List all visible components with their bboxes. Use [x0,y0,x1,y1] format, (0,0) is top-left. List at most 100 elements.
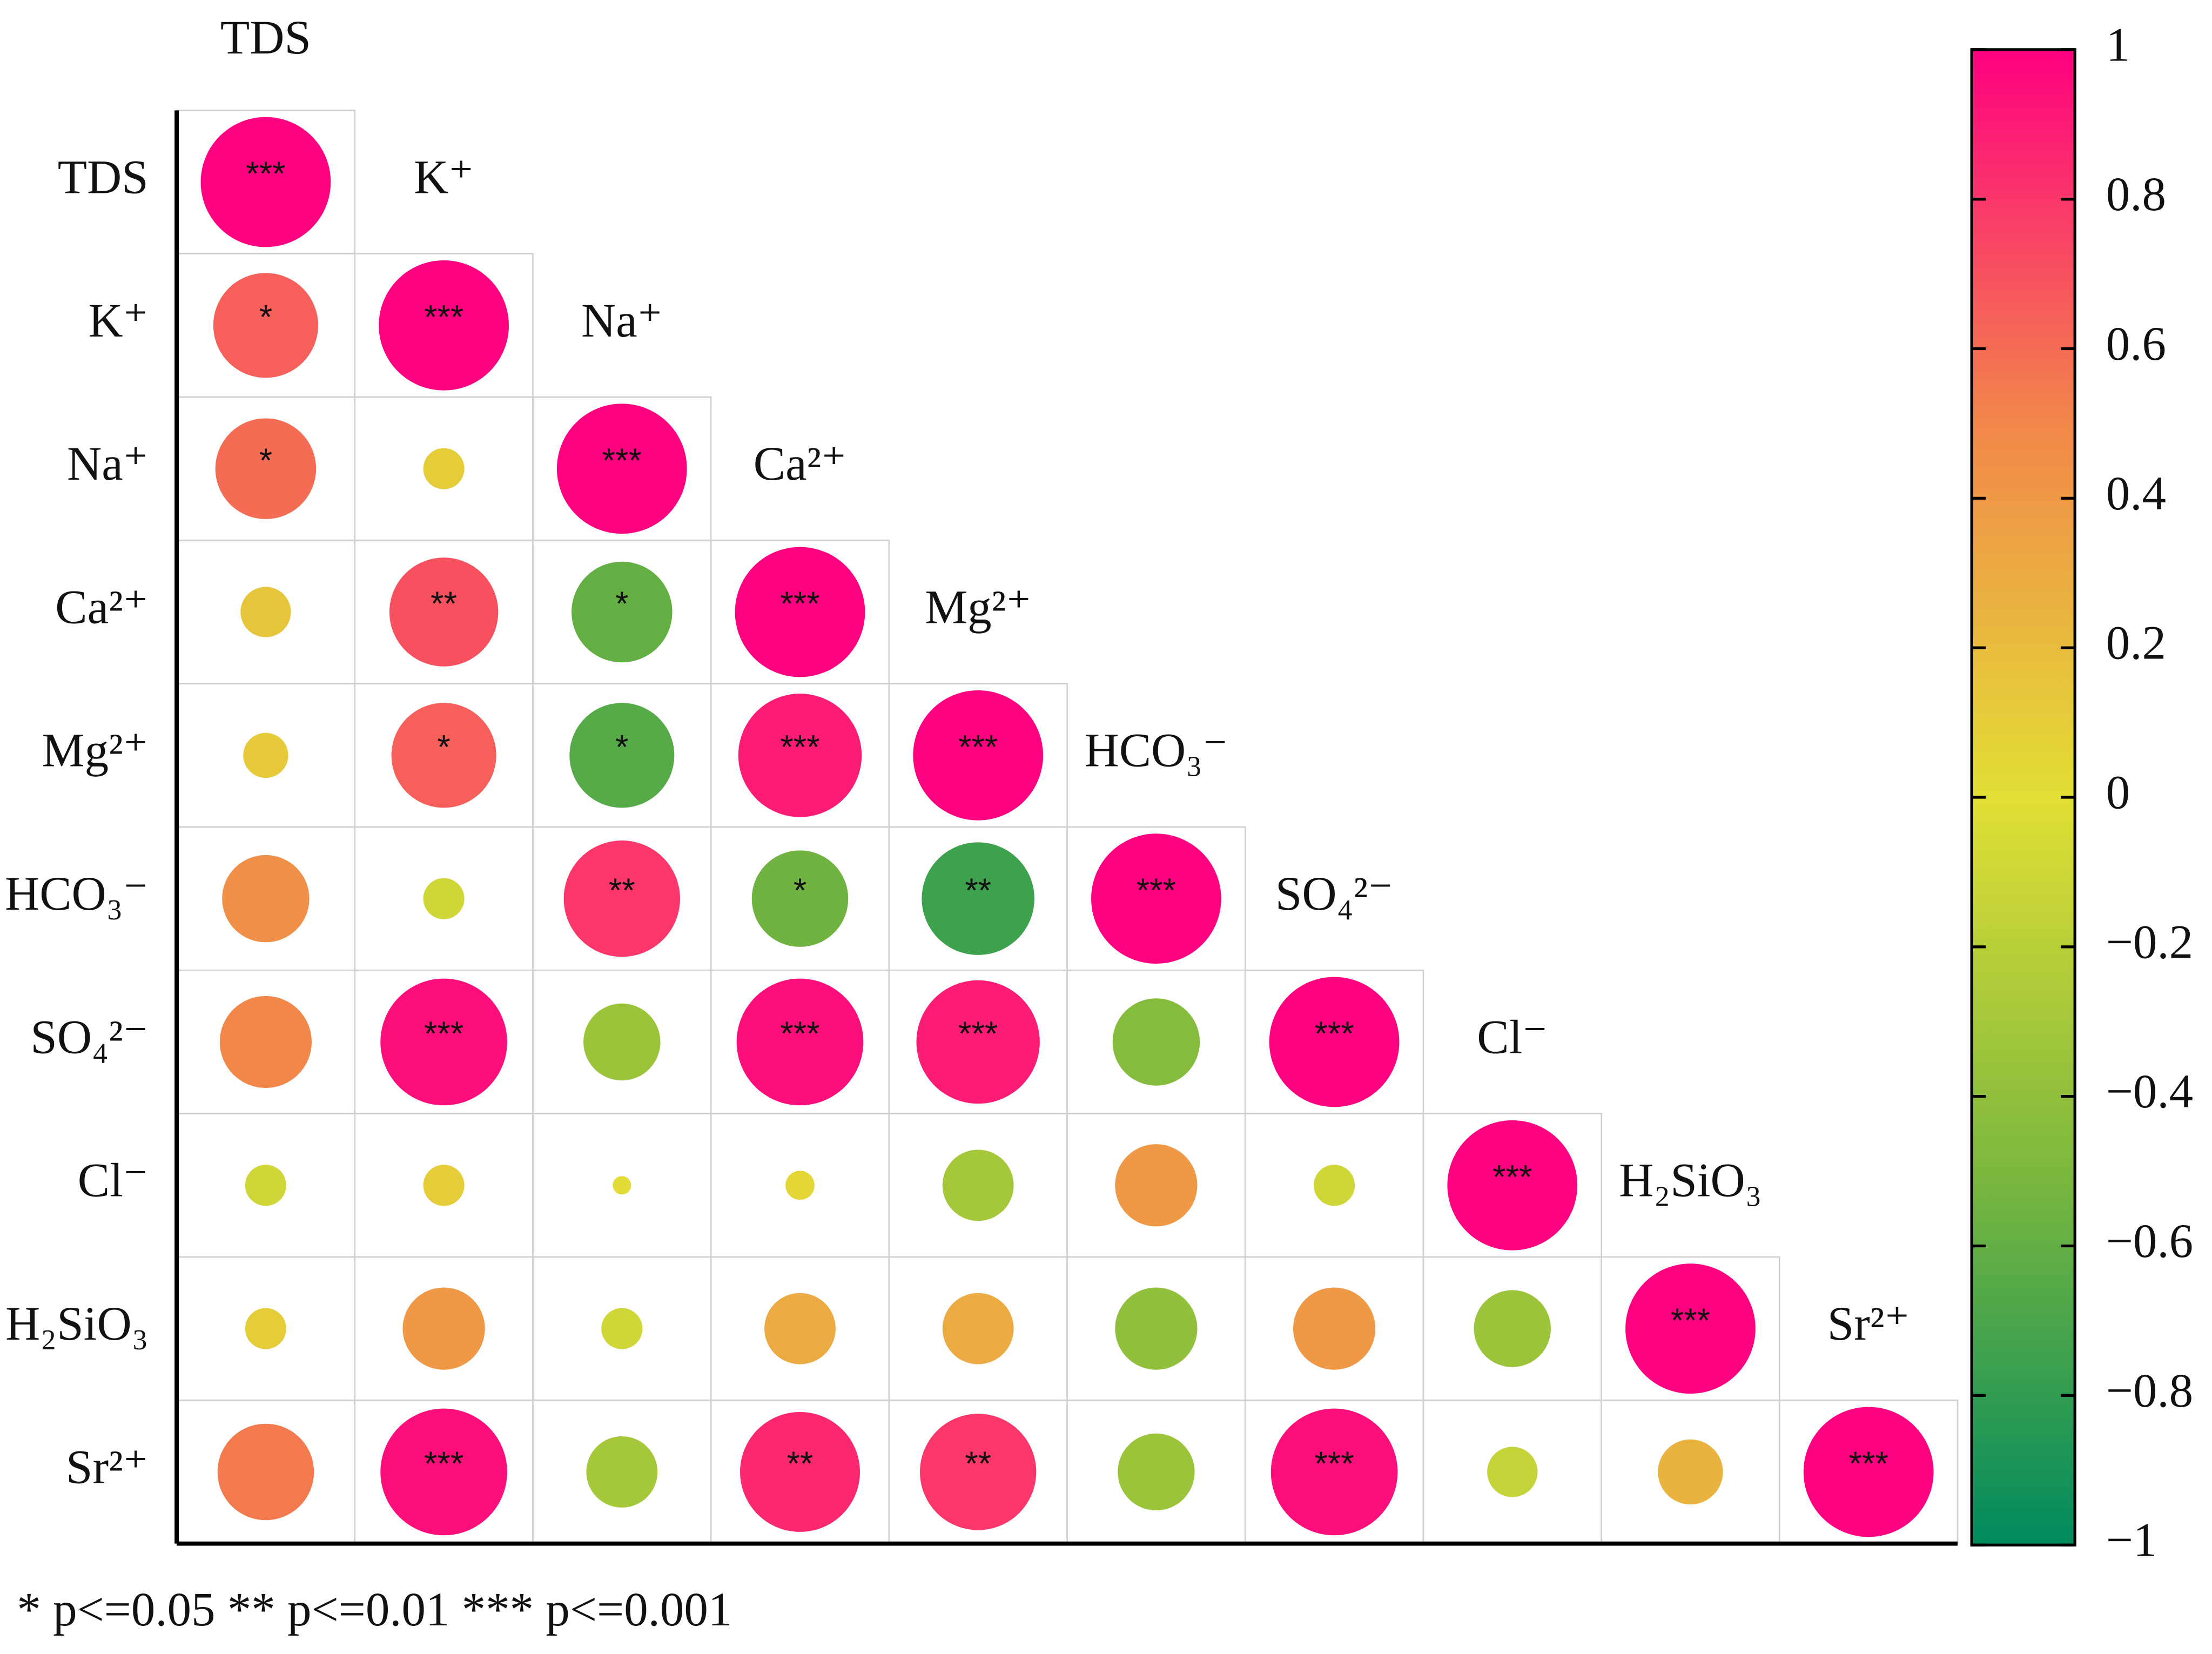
corr-circle [613,1176,631,1195]
significance: *** [1671,1302,1710,1340]
footnote: * p<=0.05 ** p<=0.01 *** p<=0.001 [17,1583,732,1636]
row-label: TDS [58,151,149,204]
corr-circle [920,1414,1037,1530]
significance: ** [431,585,457,623]
corr-circle [738,694,862,817]
significance: * [437,728,450,766]
colorbar-tick-label: −1 [2106,1514,2157,1567]
corr-circle [380,1408,507,1536]
column-label: SO₄²⁻ [1275,868,1393,920]
corr-circle [1447,1120,1578,1250]
corr-circle [240,587,291,637]
significance: *** [602,442,642,480]
corr-circle [785,1171,815,1200]
column-label: H₂SiO₃ [1619,1154,1762,1207]
corr-circle [1487,1447,1538,1497]
column-label: TDS [220,11,311,64]
row-label: SO₄²⁻ [30,1011,148,1064]
corr-circle [913,690,1044,821]
row-label: HCO₃⁻ [5,868,149,920]
corr-circle [942,1149,1014,1221]
corr-circle [1474,1290,1551,1367]
significance: *** [780,585,819,623]
corr-circle [1118,1433,1195,1511]
corr-circle [740,1411,860,1532]
colorbar-tick-label: 0 [2106,766,2130,819]
colorbar-tick-label: 0.4 [2106,467,2166,520]
significance: *** [246,155,285,193]
row-label: H₂SiO₃ [5,1297,149,1350]
corr-circle [569,703,675,808]
corr-circle [1625,1263,1756,1394]
row-label: Mg²⁺ [42,724,149,777]
significance: *** [424,298,463,336]
corr-circle [222,855,310,943]
corr-circle [583,1003,661,1081]
colorbar-tick-label: 0.8 [2106,168,2166,221]
corr-circle [389,557,499,667]
colorbar-tick-label: 0.6 [2106,318,2166,371]
significance: *** [780,1015,819,1053]
row-label: K⁺ [89,294,149,347]
row-label: Cl⁻ [78,1154,149,1207]
corr-circle [243,732,288,778]
colorbar-tick-label: −0.8 [2106,1364,2193,1417]
column-label: Sr²⁺ [1827,1297,1910,1350]
significance: ** [609,872,635,910]
significance: *** [1849,1445,1888,1483]
significance: *** [424,1445,463,1483]
corr-circle [217,1423,314,1521]
corr-circle [1269,977,1400,1107]
significance: * [615,728,628,766]
column-label: Mg²⁺ [925,581,1031,634]
significance: * [615,585,628,623]
column-label: Na⁺ [581,294,663,347]
corr-circle [245,1308,286,1349]
significance: ** [965,1445,991,1483]
significance: *** [958,1015,998,1053]
corr-circle [563,841,680,957]
significance: *** [1314,1015,1354,1053]
corr-circle [764,1293,836,1364]
corr-circle [423,878,465,919]
corr-circle [1314,1165,1355,1206]
significance: *** [1314,1445,1354,1483]
corr-circle [423,1165,465,1206]
significance: * [259,298,272,336]
corr-circle [586,1436,658,1508]
corr-circle [1115,1144,1198,1227]
corr-circle [391,703,496,808]
corr-circle [751,850,849,947]
corr-circle [1112,998,1200,1086]
corr-circle [1091,833,1221,964]
corr-circle [556,404,687,534]
corr-circle [572,561,673,663]
significance: ** [787,1445,813,1483]
column-label: HCO₃⁻ [1084,724,1228,777]
corr-circle [1115,1287,1198,1370]
corr-circle [1293,1287,1376,1370]
row-label: Ca²⁺ [55,581,148,634]
colorbar-tick-label: −0.4 [2106,1065,2193,1118]
significance: *** [958,728,998,766]
significance: *** [780,728,819,766]
row-label: Na⁺ [67,438,149,490]
significance: * [259,442,272,480]
colorbar-tick-label: −0.2 [2106,916,2193,969]
significance: *** [424,1015,463,1053]
corr-circle [736,978,864,1106]
corr-circle [213,273,318,378]
corr-circle [423,448,465,489]
corr-circle [200,117,331,247]
corr-circle [942,1293,1014,1364]
corr-circle [379,260,509,391]
significance: *** [1137,872,1176,910]
corr-circle [601,1308,643,1349]
row-label: Sr²⁺ [66,1441,149,1494]
corr-circle [1803,1407,1934,1537]
significance: * [794,872,806,910]
corr-circle [1270,1408,1398,1536]
colorbar-tick-label: 0.2 [2106,617,2166,670]
column-label: Ca²⁺ [754,438,846,490]
